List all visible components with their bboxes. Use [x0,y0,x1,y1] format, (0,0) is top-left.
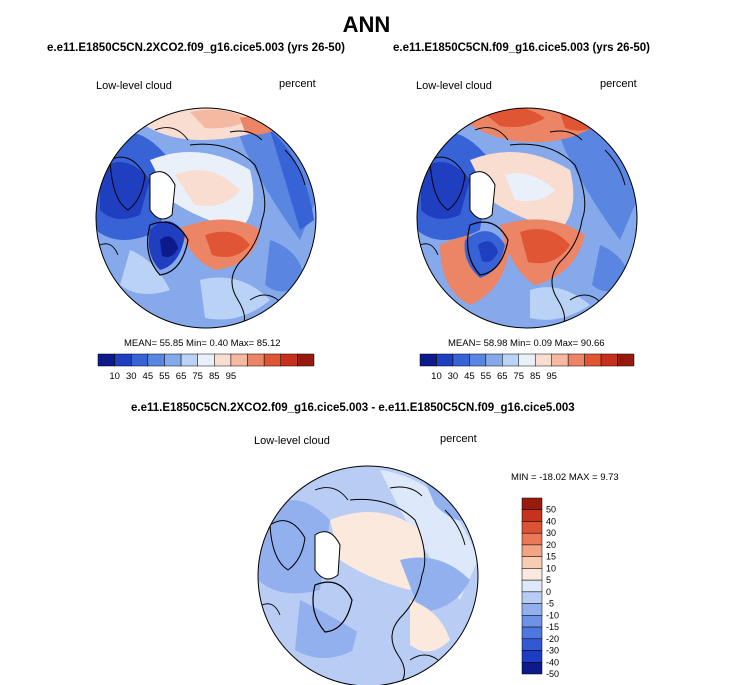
diff-colorbar-tick-label: -30 [546,646,559,656]
diff-map-border [257,465,479,685]
left-colorbar-tick-label: 95 [226,371,237,382]
diff-colorbar-tick-label: 15 [546,552,556,562]
diff-colorbar-tick-label: -20 [546,634,559,644]
diff-colorbar-swatch [521,497,543,510]
diff-colorbar-tick-label: 0 [546,587,551,597]
diff-colorbar-tick-label: 5 [546,575,551,585]
diff-variable-label: Low-level cloud [254,435,330,447]
left-colorbar-swatch [280,353,298,367]
diff-colorbar-tick-label: 30 [546,528,556,538]
left-colorbar-swatch [230,353,248,367]
right-colorbar: 10 30 45 55 65 75 85 95 [419,353,635,382]
right-colorbar-swatch [452,353,470,367]
right-colorbar-swatch [419,353,437,367]
diff-colorbar-tick-label: 20 [546,540,556,550]
diff-map [258,466,478,685]
right-colorbar-swatch [534,353,552,367]
right-colorbar-tick-label: 30 [448,371,459,382]
left-colorbar-swatch [214,353,232,367]
diff-colorbar-tick-label: 50 [546,505,556,515]
right-colorbar-tick-label: 85 [530,371,541,382]
figure-title: ANN [342,12,391,37]
diff-colorbar-tick-label: 40 [546,516,556,526]
diff-colorbar-swatch [521,544,543,557]
right-map [417,108,637,328]
left-variable-label: Low-level cloud [96,80,172,92]
right-stats: MEAN= 58.98 Min= 0.09 Max= 90.66 [448,338,605,349]
right-units-label: percent [600,78,637,90]
left-units-label: percent [279,78,316,90]
left-colorbar-tick-label: 65 [176,371,187,382]
left-colorbar-tick-label: 85 [209,371,220,382]
right-colorbar-swatch [485,353,503,367]
diff-colorbar-swatch [521,591,543,604]
left-map [96,108,316,328]
left-colorbar-tick-label: 30 [126,371,137,382]
left-colorbar-tick-label: 10 [109,371,120,382]
diff-colorbar-swatch [521,556,543,569]
right-colorbar-swatch [600,353,618,367]
left-colorbar-tick-label: 75 [192,371,203,382]
right-colorbar-tick-label: 65 [497,371,508,382]
right-colorbar-tick-label: 95 [546,371,557,382]
left-stats: MEAN= 55.85 Min= 0.40 Max= 85.12 [124,338,281,349]
left-colorbar-swatch [297,353,315,367]
right-colorbar-swatch [518,353,536,367]
diff-colorbar-tick-label: -40 [546,657,559,667]
diff-colorbar-swatch [521,532,543,546]
right-colorbar-swatch [469,353,487,367]
diff-colorbar-tick-label: -5 [546,599,554,609]
diff-colorbar-swatch [521,626,543,640]
left-colorbar-swatch [147,353,165,367]
diff-colorbar-swatch [521,579,543,593]
diff-panel-title: e.e11.E1850C5CN.2XCO2.f09_g16.cice5.003 … [131,402,575,414]
left-colorbar-swatch [247,353,265,367]
left-colorbar-swatch [114,353,132,367]
right-colorbar-swatch [584,353,602,367]
right-colorbar-tick-label: 75 [513,371,524,382]
left-colorbar-swatch [263,353,282,367]
right-colorbar-tick-label: 55 [481,371,492,382]
diff-colorbar-tick-label: 10 [546,563,556,573]
right-colorbar-swatch [567,353,585,367]
right-colorbar-tick-label: 45 [464,371,475,382]
diff-units-label: percent [440,433,477,445]
diff-colorbar-tick-label: -50 [546,669,559,679]
left-colorbar-tick-label: 45 [143,371,154,382]
diff-colorbar-swatch [521,568,543,581]
left-colorbar-swatch [180,353,198,367]
left-colorbar-swatch [164,353,182,367]
left-map-border [95,107,317,329]
diff-colorbar-swatch [521,509,543,522]
right-colorbar-swatch [551,353,569,367]
left-colorbar: 10 30 45 55 65 75 85 95 [97,353,315,382]
diff-colorbar-swatch [521,638,543,651]
left-colorbar-tick-label: 55 [159,371,170,382]
right-colorbar-tick-label: 10 [431,371,442,382]
right-panel-title: e.e11.E1850C5CN.f09_g16.cice5.003 (yrs 2… [393,42,651,54]
left-colorbar-swatch [130,353,149,367]
left-panel-title: e.e11.E1850C5CN.2XCO2.f09_g16.cice5.003 … [47,42,345,54]
left-colorbar-swatch [97,353,115,367]
diff-colorbar-swatch [521,662,543,675]
right-colorbar-swatch [436,353,454,367]
left-colorbar-swatch [197,353,215,367]
right-colorbar-swatch [617,353,635,367]
right-map-border [416,107,638,329]
diff-colorbar-swatch [521,650,543,663]
right-variable-label: Low-level cloud [416,80,492,92]
diff-colorbar-swatch [521,615,543,628]
diff-colorbar-swatch [521,603,543,616]
diff-stats: MIN = -18.02 MAX = 9.73 [511,472,619,483]
diff-colorbar-tick-label: -15 [546,622,559,632]
right-colorbar-swatch [502,353,520,367]
diff-colorbar-tick-label: -10 [546,610,559,620]
diff-colorbar-swatch [521,521,543,534]
